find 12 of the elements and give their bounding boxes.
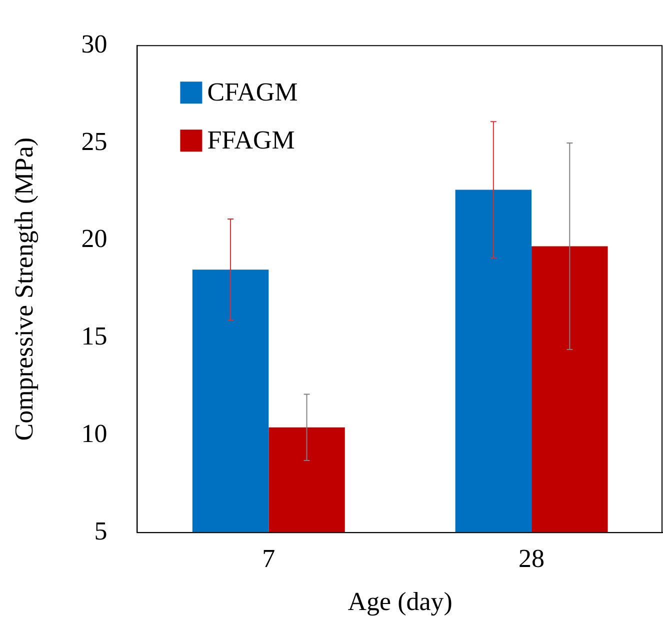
y-axis-title: Compressive Strength (MPa) bbox=[9, 137, 38, 441]
y-tick-label: 30 bbox=[81, 29, 108, 58]
legend-label: FFAGM bbox=[207, 125, 295, 154]
y-tick-label: 5 bbox=[94, 516, 108, 546]
legend-label: CFAGM bbox=[207, 77, 298, 106]
y-tick-label: 25 bbox=[81, 126, 108, 156]
x-axis-title: Age (day) bbox=[348, 587, 452, 616]
x-tick-label: 28 bbox=[518, 544, 545, 574]
y-tick-label: 20 bbox=[81, 224, 108, 254]
y-tick-label: 15 bbox=[81, 322, 108, 351]
y-tick-label: 10 bbox=[81, 419, 108, 448]
x-tick-label: 7 bbox=[262, 544, 276, 574]
